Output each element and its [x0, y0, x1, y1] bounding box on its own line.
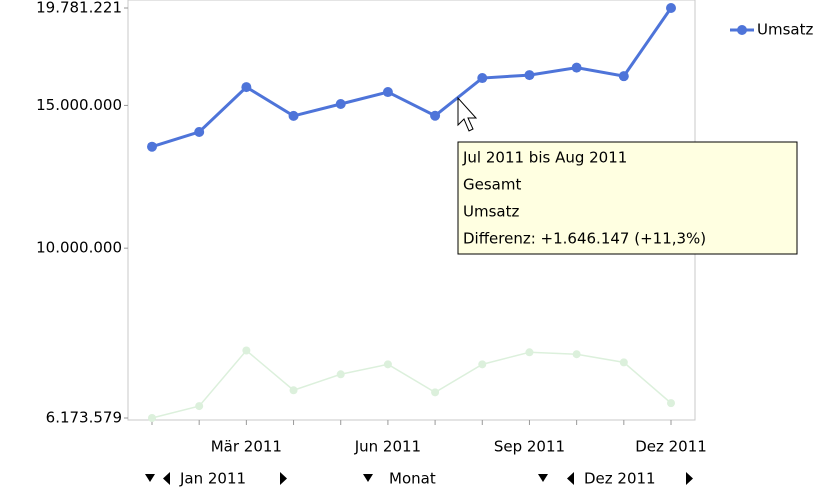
end-period[interactable]: Dez 2011: [584, 470, 656, 488]
point: [383, 360, 392, 369]
dropdown-icon[interactable]: [363, 474, 373, 482]
point: [571, 62, 582, 73]
point: [477, 73, 488, 84]
x-tick-label: Dez 2011: [635, 438, 707, 456]
controls[interactable]: Jan 2011 Monat Dez 2011: [145, 470, 693, 488]
legend-label: Umsatz: [757, 21, 813, 39]
tooltip-line: Jul 2011 bis Aug 2011: [462, 149, 627, 167]
point: [147, 141, 157, 152]
point: [148, 414, 156, 422]
x-tick-label: Mär 2011: [211, 438, 282, 456]
next-icon[interactable]: [280, 472, 287, 485]
x-tick-label: Sep 2011: [494, 438, 565, 456]
point: [195, 402, 204, 411]
point: [241, 82, 252, 93]
y-tick-label: 19.781.221: [36, 0, 122, 17]
point: [478, 360, 487, 369]
legend-marker: [737, 25, 747, 35]
point: [288, 110, 299, 121]
point: [242, 346, 251, 355]
cursor: [457, 96, 478, 132]
dropdown-icon[interactable]: [145, 474, 155, 482]
x-tick-label: Jun 2011: [354, 438, 421, 456]
tooltip-box: [457, 141, 798, 255]
point: [430, 110, 441, 121]
y-tick-label: 10.000.000: [36, 239, 122, 257]
point: [619, 358, 628, 367]
point: [667, 399, 675, 408]
tooltip-line: Umsatz: [463, 203, 519, 221]
y-tick-label: 15.000.000: [36, 96, 122, 114]
point: [336, 370, 345, 379]
point: [524, 70, 535, 81]
point: [618, 71, 629, 82]
tooltip: Jul 2011 bis Aug 2011 Gesamt Umsatz Diff…: [457, 141, 798, 255]
point: [289, 386, 298, 395]
series-line: [151, 349, 672, 419]
tooltip-line: Gesamt: [463, 176, 521, 194]
point: [525, 348, 534, 357]
point: [194, 126, 205, 137]
point: [335, 99, 346, 110]
point: [572, 350, 581, 359]
dropdown-icon[interactable]: [538, 474, 548, 482]
point: [431, 388, 440, 397]
point: [666, 3, 676, 13]
y-tick-label: 6.173.579: [46, 409, 122, 427]
start-period[interactable]: Jan 2011: [179, 470, 246, 488]
granularity[interactable]: Monat: [389, 470, 436, 488]
point: [382, 87, 393, 98]
series-line: [151, 7, 673, 149]
next-icon[interactable]: [686, 472, 693, 485]
prev-icon[interactable]: [567, 472, 574, 485]
marks: 6.173.579 10.000.000 15.000.000 19.781.221 M…: [36, 0, 813, 456]
tooltip-line: Differenz: +1.646.147 (+11,3%): [463, 230, 706, 248]
prev-icon[interactable]: [163, 472, 170, 485]
